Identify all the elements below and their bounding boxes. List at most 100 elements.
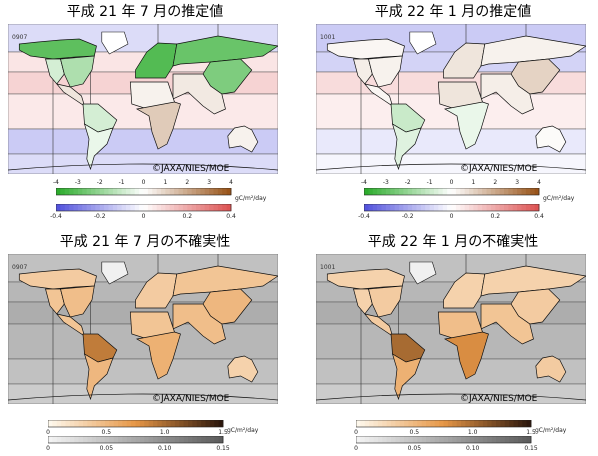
colorbar-tick-label: 1 xyxy=(163,179,168,186)
antarctica-outline xyxy=(316,163,586,171)
copyright-label: ©JAXA/NIES/MOE xyxy=(460,164,538,174)
colorbar-swatch xyxy=(478,420,484,427)
copyright-label: ©JAXA/NIES/MOE xyxy=(152,164,230,174)
colorbar-swatch xyxy=(165,188,171,195)
colorbar-swatch xyxy=(196,436,202,443)
land-region-asia-south xyxy=(172,73,226,115)
colorbar-swatch xyxy=(87,436,93,443)
colorbar-swatch xyxy=(52,420,58,427)
colorbar-swatch xyxy=(217,188,223,195)
colorbar-swatch xyxy=(407,188,413,195)
colorbar-swatch xyxy=(201,420,206,427)
greenland-outline xyxy=(101,261,129,285)
colorbar-swatch xyxy=(78,436,84,443)
colorbar-outline xyxy=(364,204,540,212)
colorbar-swatch xyxy=(521,188,527,195)
colorbar-tick-label: 0.4 xyxy=(534,213,544,220)
land-region-north-america-east xyxy=(368,285,403,318)
colorbar-tick-label: 1 xyxy=(471,179,476,186)
colorbar: -4 -3 -2 -1 0 1 2 3 4 -0.4 -0.2 0 0.2 0.4 gC/m²/day xyxy=(50,179,286,222)
colorbar-tick-label: 0.5 xyxy=(101,429,112,436)
colorbar-swatch xyxy=(121,188,127,195)
colorbar-swatch xyxy=(430,436,436,443)
colorbar-tick-label: 2 xyxy=(493,179,498,186)
colorbar-swatch xyxy=(412,204,417,211)
colorbar-swatch xyxy=(416,188,422,195)
land-colorbar xyxy=(48,420,224,428)
colorbar-tick-label: 0.10 xyxy=(465,445,480,452)
colorbar-swatch xyxy=(73,204,79,211)
colorbar-swatch xyxy=(495,204,501,211)
colorbar-swatch xyxy=(364,420,370,427)
panel-title: 平成 22 年 1 月の不確実性 xyxy=(367,234,539,250)
colorbar-swatch xyxy=(499,188,505,195)
colorbar-swatch xyxy=(117,188,123,195)
colorbar-swatch xyxy=(399,188,404,195)
colorbar: 0 0.5 1.0 1.5 0 0.05 0.10 0.15 gC/m²/day xyxy=(354,414,586,454)
colorbar-swatch xyxy=(442,204,448,211)
colorbar-swatch xyxy=(464,188,470,195)
land-region-africa-south xyxy=(444,101,489,150)
colorbar-swatch xyxy=(461,420,466,427)
colorbar-swatch xyxy=(48,420,53,427)
colorbar-swatch xyxy=(364,188,369,195)
copyright-label: ©JAXA/NIES/MOE xyxy=(460,394,538,404)
colorbar-tick-label: -1 xyxy=(118,179,125,186)
colorbar-swatch xyxy=(356,436,361,443)
colorbar-swatch xyxy=(420,204,426,211)
colorbar-swatch xyxy=(170,436,176,443)
colorbar-tick-label: -2 xyxy=(96,179,103,186)
colorbar-swatch xyxy=(434,420,440,427)
colorbar-swatch xyxy=(438,188,444,195)
colorbar-swatch xyxy=(188,436,193,443)
colorbar-swatch xyxy=(144,420,150,427)
colorbar-tick-label: 0 xyxy=(46,429,50,436)
colorbar-swatch xyxy=(200,188,206,195)
ocean-colorbar xyxy=(364,204,540,212)
colorbar-swatch xyxy=(491,436,497,443)
colorbar-swatch xyxy=(170,420,176,427)
colorbar-swatch xyxy=(152,188,158,195)
land-region-south-america-south xyxy=(391,353,422,401)
colorbar-swatch xyxy=(500,436,506,443)
colorbar-swatch xyxy=(360,436,366,443)
colorbar-swatch xyxy=(126,188,131,195)
colorbar-swatch xyxy=(496,420,501,427)
colorbar-swatch xyxy=(65,436,71,443)
colorbar-swatch xyxy=(408,420,414,427)
land-region-asia-south xyxy=(172,303,226,345)
colorbar-swatch xyxy=(178,188,184,195)
colorbar-swatch xyxy=(152,204,158,211)
colorbar-swatch xyxy=(147,204,153,211)
colorbar-swatch xyxy=(399,204,404,211)
colorbar-swatch xyxy=(369,420,374,427)
colorbar-swatch xyxy=(69,420,75,427)
colorbar-swatch xyxy=(517,204,522,211)
colorbar-swatch xyxy=(82,188,88,195)
colorbar-swatch xyxy=(522,420,528,427)
colorbar-tick-label: 0 xyxy=(354,429,358,436)
panel-estimate-2009-07: 平成 21 年 7 月の推定値 0907 ©JAXA/NIES/MOE -4 -3… xyxy=(0,2,290,224)
colorbar-swatch xyxy=(204,188,210,195)
colorbar-swatch xyxy=(192,420,198,427)
land-region-north-america-east xyxy=(60,55,95,88)
colorbar-tick-label: 0.05 xyxy=(407,445,422,452)
land-region-siberia xyxy=(172,265,278,297)
colorbar-swatch xyxy=(91,204,96,211)
colorbar-unit: gC/m²/day xyxy=(535,427,567,434)
colorbar-tick-label: -0.2 xyxy=(401,213,414,220)
colorbar-swatch xyxy=(439,420,444,427)
colorbar-swatch xyxy=(429,188,435,195)
colorbar-swatch xyxy=(191,204,197,211)
colorbar-swatch xyxy=(451,188,457,195)
colorbar-swatch xyxy=(166,420,171,427)
land-region-australia xyxy=(535,355,567,383)
colorbar-tick-label: 0 xyxy=(354,445,358,452)
colorbar-swatch xyxy=(134,188,140,195)
land-region-north-america-west xyxy=(45,58,65,85)
colorbar-swatch xyxy=(482,204,487,211)
colorbar-tick-label: 0.05 xyxy=(99,445,114,452)
colorbar-swatch xyxy=(373,436,379,443)
colorbar-swatch xyxy=(508,188,514,195)
colorbar-swatch xyxy=(178,204,184,211)
